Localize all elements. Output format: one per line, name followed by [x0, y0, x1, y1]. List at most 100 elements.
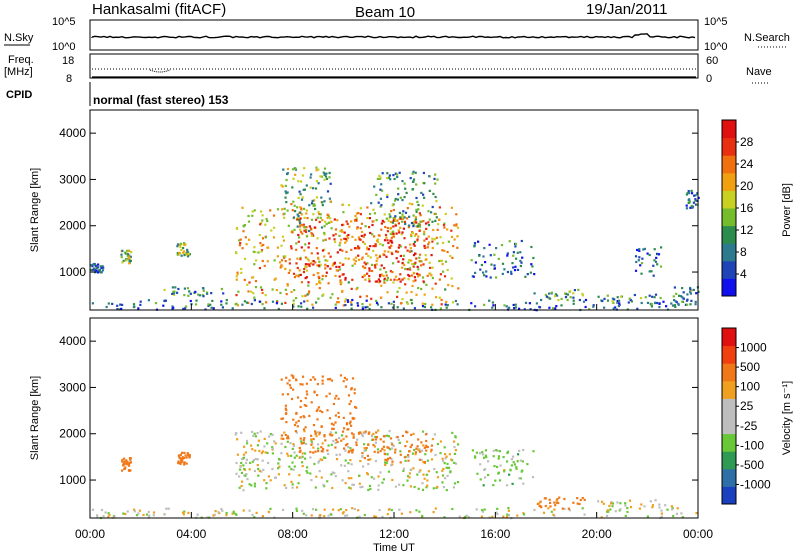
velocity-cell: [389, 437, 393, 440]
power-cell: [201, 287, 205, 290]
power-cell: [485, 270, 488, 273]
velocity-cell: [390, 442, 393, 445]
power-cell: [132, 305, 135, 309]
power-cell: [326, 216, 329, 219]
power-cell: [618, 302, 621, 305]
velocity-cell: [516, 460, 519, 463]
power-cell: [452, 245, 455, 248]
power-cell: [651, 295, 654, 298]
power-cell: [357, 212, 360, 215]
velocity-cell: [323, 435, 326, 438]
velocity-cell: [484, 476, 487, 479]
velocity-cell: [291, 447, 294, 450]
velocity-cell: [664, 504, 667, 507]
power-cell: [339, 279, 342, 282]
power-cell: [334, 306, 337, 309]
velocity-cell: [402, 469, 405, 472]
power-cell: [634, 269, 638, 272]
power-cell: [390, 302, 393, 305]
velocity-cell: [327, 378, 330, 381]
velocity-cell: [671, 508, 674, 511]
power-cell: [612, 301, 615, 304]
velocity-cell: [379, 471, 382, 474]
power-cell: [442, 270, 445, 273]
power-cell: [395, 250, 398, 253]
freq-tick-bottom: 8: [66, 73, 72, 85]
power-cell: [285, 293, 288, 296]
power-cell: [291, 209, 294, 212]
velocity-cell: [491, 515, 494, 518]
velocity-cell: [605, 514, 609, 517]
velocity-cell: [318, 470, 321, 473]
velocity-cell: [254, 435, 257, 438]
power-cell: [303, 229, 306, 232]
power-cell: [412, 223, 415, 226]
power-cell: [512, 251, 515, 254]
velocity-cell: [430, 448, 433, 451]
velocity-cell: [235, 432, 238, 435]
power-cell: [291, 186, 294, 189]
power-cell: [93, 268, 96, 271]
power-cell: [243, 278, 246, 281]
power-cell: [519, 259, 522, 262]
power-cell: [521, 256, 524, 259]
velocity-cell: [295, 509, 298, 512]
power-cell: [359, 207, 362, 210]
velocity-cell: [284, 407, 287, 410]
power-cell: [387, 241, 390, 245]
power-cell: [235, 252, 238, 255]
velocity-cell: [328, 433, 332, 436]
power-cell: [673, 304, 676, 307]
velocity-cell: [506, 513, 509, 516]
power-cell: [389, 232, 392, 235]
velocity-cell: [415, 509, 418, 512]
power-cell: [423, 182, 426, 185]
velocity-cell: [256, 458, 259, 461]
velocity-cell: [293, 423, 297, 427]
power-cell: [179, 243, 182, 247]
power-cell: [572, 302, 575, 305]
power-cell: [283, 212, 286, 215]
velocity-cell: [386, 446, 389, 449]
velocity-cell: [325, 395, 328, 398]
power-cell: [387, 302, 390, 305]
velocity-cell: [347, 446, 350, 449]
power-cell: [325, 177, 329, 180]
velocity-cell: [649, 500, 652, 503]
power-cell: [442, 224, 446, 227]
velocity-cell: [422, 461, 425, 464]
power-cell: [323, 233, 326, 236]
velocity-cell: [282, 437, 285, 440]
power-cell: [180, 254, 183, 257]
power-cell: [638, 249, 641, 252]
power-cell: [238, 244, 241, 247]
velocity-cell: [452, 486, 455, 489]
power-cell: [297, 196, 300, 200]
power-cell: [413, 272, 416, 275]
power-cell: [379, 188, 382, 191]
power-cell: [401, 278, 404, 281]
velocity-cell: [576, 502, 579, 505]
power-cell: [411, 172, 414, 175]
power-cell: [235, 226, 238, 230]
velocity-cell: [317, 450, 320, 453]
power-cell: [236, 273, 239, 276]
power-cell: [339, 261, 342, 265]
power-cell: [254, 251, 257, 254]
velocity-cell: [426, 484, 429, 487]
power-cell: [282, 255, 285, 258]
power-cell: [290, 247, 293, 250]
power-cell: [611, 300, 614, 303]
velocity-cell: [295, 411, 298, 415]
velocity-cell: [316, 431, 319, 434]
y-tick-label: 1000: [59, 473, 86, 487]
velocity-cell: [126, 461, 129, 464]
power-cell: [529, 308, 532, 311]
power-cell: [500, 244, 504, 247]
power-cell: [395, 232, 398, 235]
velocity-cell: [516, 514, 519, 517]
power-cell: [125, 259, 128, 262]
power-cell: [375, 254, 378, 257]
velocity-cell: [321, 458, 324, 462]
colorbar-tick-label: -100: [740, 438, 764, 452]
